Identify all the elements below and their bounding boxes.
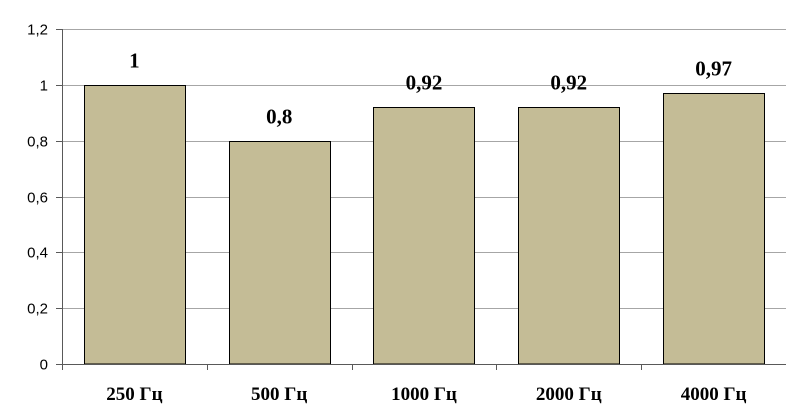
axes <box>56 29 786 370</box>
bar <box>229 141 331 365</box>
x-category-label: 4000 Гц <box>681 384 747 405</box>
y-tick-label: 0,8 <box>27 134 48 151</box>
x-category-label: 2000 Гц <box>536 384 602 405</box>
data-label: 0,8 <box>266 105 292 129</box>
bars <box>84 85 765 365</box>
x-category-label: 1000 Гц <box>391 384 457 405</box>
y-tick-label: 0,6 <box>27 190 48 207</box>
x-category-label: 250 Гц <box>106 384 162 405</box>
bar <box>84 85 186 365</box>
bar <box>518 107 620 365</box>
data-label: 0,92 <box>406 71 443 95</box>
y-tick-label: 0 <box>40 357 48 374</box>
data-label: 0,97 <box>695 57 732 81</box>
y-tick-label: 1 <box>40 78 48 95</box>
bar <box>373 107 475 365</box>
y-tick-label: 0,2 <box>27 301 48 318</box>
data-label: 1 <box>129 49 140 73</box>
x-category-label: 500 Гц <box>251 384 307 405</box>
bar <box>663 93 765 365</box>
labels: 0 0,2 0,4 0,6 0,8 1 1,2 1 250 Гц 0,8 500 Гц 0,92 100… <box>27 22 746 406</box>
y-tick-label: 1,2 <box>27 22 48 39</box>
y-tick-label: 0,4 <box>27 245 48 262</box>
data-label: 0,92 <box>550 71 587 95</box>
